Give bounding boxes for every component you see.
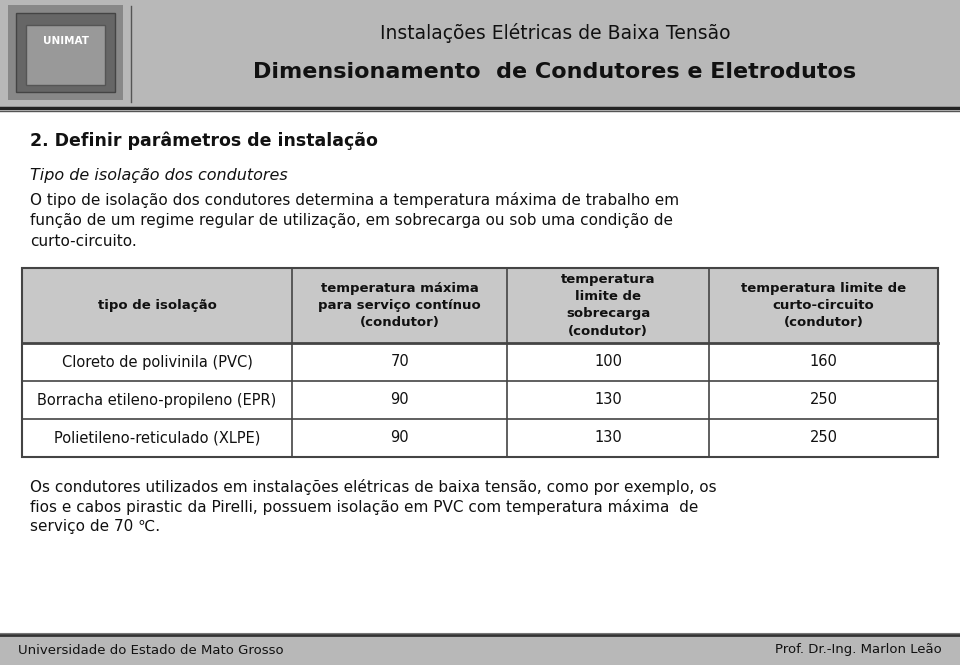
Text: Universidade do Estado de Mato Grosso: Universidade do Estado de Mato Grosso xyxy=(18,644,283,656)
Text: 2. Definir parâmetros de instalação: 2. Definir parâmetros de instalação xyxy=(30,132,378,150)
Bar xyxy=(22,268,938,457)
Bar xyxy=(26,25,105,85)
Text: curto-circuito.: curto-circuito. xyxy=(30,234,136,249)
Text: 130: 130 xyxy=(594,392,622,408)
Text: 90: 90 xyxy=(391,392,409,408)
Text: serviço de 70 ℃.: serviço de 70 ℃. xyxy=(30,519,160,534)
Text: 130: 130 xyxy=(594,430,622,446)
Text: função de um regime regular de utilização, em sobrecarga ou sob uma condição de: função de um regime regular de utilizaçã… xyxy=(30,213,673,228)
Bar xyxy=(0,112,960,635)
Text: Os condutores utilizados em instalações elétricas de baixa tensão, como por exem: Os condutores utilizados em instalações … xyxy=(30,479,716,495)
Bar xyxy=(0,0,960,108)
Bar xyxy=(0,635,960,665)
Bar xyxy=(8,5,123,100)
Text: Tipo de isolação dos condutores: Tipo de isolação dos condutores xyxy=(30,168,288,183)
Text: Prof. Dr.-Ing. Marlon Leão: Prof. Dr.-Ing. Marlon Leão xyxy=(776,644,942,656)
Text: fios e cabos pirastic da Pirelli, possuem isolação em PVC com temperatura máxima: fios e cabos pirastic da Pirelli, possue… xyxy=(30,499,698,515)
Text: 250: 250 xyxy=(809,430,837,446)
Bar xyxy=(22,268,938,343)
Text: temperatura máxima
para serviço contínuo
(condutor): temperatura máxima para serviço contínuo… xyxy=(319,282,481,329)
Text: O tipo de isolação dos condutores determina a temperatura máxima de trabalho em: O tipo de isolação dos condutores determ… xyxy=(30,192,679,208)
Text: 70: 70 xyxy=(391,354,409,370)
Bar xyxy=(16,13,115,92)
Text: tipo de isolação: tipo de isolação xyxy=(98,299,217,312)
Bar xyxy=(22,381,938,419)
Text: Polietileno-reticulado (XLPE): Polietileno-reticulado (XLPE) xyxy=(54,430,260,446)
Text: 250: 250 xyxy=(809,392,837,408)
Text: UNIMAT: UNIMAT xyxy=(42,36,88,46)
Text: temperatura limite de
curto-circuito
(condutor): temperatura limite de curto-circuito (co… xyxy=(741,282,906,329)
Text: 90: 90 xyxy=(391,430,409,446)
Bar xyxy=(22,419,938,457)
Text: 100: 100 xyxy=(594,354,622,370)
Text: temperatura
limite de
sobrecarga
(condutor): temperatura limite de sobrecarga (condut… xyxy=(561,273,656,338)
Text: Instalações Elétricas de Baixa Tensão: Instalações Elétricas de Baixa Tensão xyxy=(380,23,731,43)
Text: Dimensionamento  de Condutores e Eletrodutos: Dimensionamento de Condutores e Eletrodu… xyxy=(253,62,856,82)
Bar xyxy=(22,343,938,381)
Text: 160: 160 xyxy=(809,354,837,370)
Text: Cloreto de polivinila (PVC): Cloreto de polivinila (PVC) xyxy=(61,354,252,370)
Text: Borracha etileno-propileno (EPR): Borracha etileno-propileno (EPR) xyxy=(37,392,276,408)
